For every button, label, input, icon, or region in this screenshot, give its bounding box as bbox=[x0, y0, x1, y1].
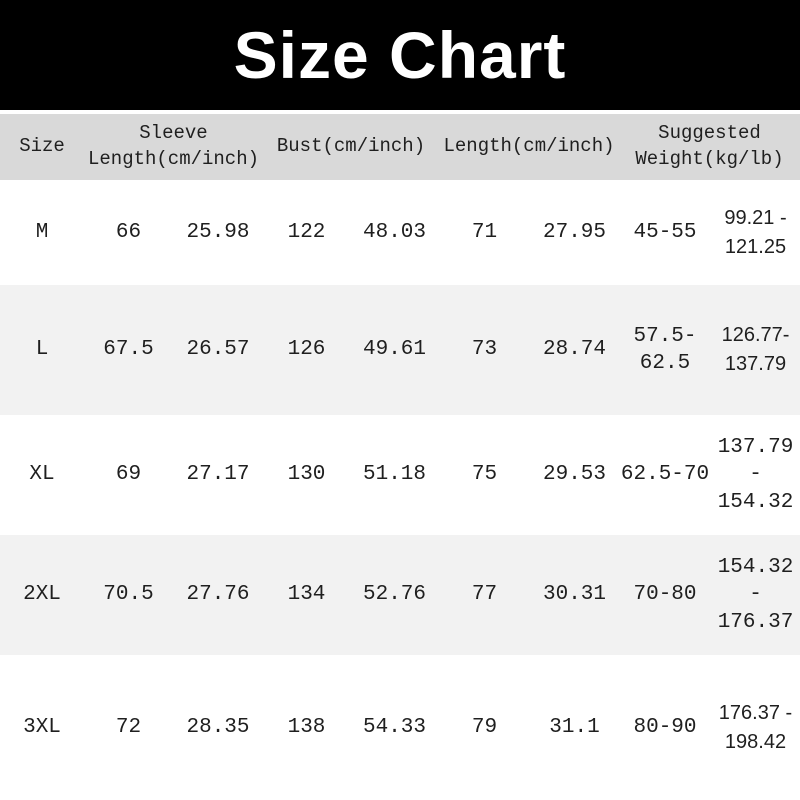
cell-sleeve-inch: 27.76 bbox=[186, 583, 250, 607]
page-title: Size Chart bbox=[233, 18, 567, 92]
cell-length-inch: 28.74 bbox=[542, 338, 606, 362]
cell-length-cm: 79 bbox=[471, 715, 498, 739]
cell-weight-kg: 45-55 bbox=[633, 220, 697, 244]
cell-weight-lb: 99.21 - 121.25 bbox=[724, 206, 787, 258]
cell-sleeve-inch: 25.98 bbox=[186, 220, 250, 244]
cell-length-inch: 29.53 bbox=[542, 463, 606, 487]
table-header-row: Size Sleeve Length(cm/inch) Bust(cm/inch… bbox=[0, 114, 800, 180]
cell-weight-kg: 57.5- 62.5 bbox=[633, 324, 697, 375]
column-header-size: Size bbox=[19, 135, 65, 158]
column-header-suggested-weight: Suggested Weight(kg/lb) bbox=[635, 122, 784, 170]
table-row: M 66 25.98 122 48.03 71 27.95 45-55 99.21 - 121.… bbox=[0, 180, 800, 285]
cell-length-cm: 77 bbox=[471, 583, 498, 607]
cell-size: L bbox=[35, 338, 49, 362]
cell-bust-inch: 51.18 bbox=[362, 463, 426, 487]
cell-sleeve-cm: 70.5 bbox=[103, 583, 154, 607]
title-banner: Size Chart bbox=[0, 0, 800, 110]
cell-weight-kg: 70-80 bbox=[633, 583, 697, 607]
column-header-sleeve-length: Sleeve Length(cm/inch) bbox=[87, 122, 260, 170]
cell-weight-lb: 154.32 - 176.37 bbox=[717, 556, 794, 634]
cell-weight-lb: 176.37 - 198.42 bbox=[718, 701, 793, 753]
table-row: L 67.5 26.57 126 49.61 73 28.74 57.5- 62.5 126.7… bbox=[0, 285, 800, 415]
size-table: Size Sleeve Length(cm/inch) Bust(cm/inch… bbox=[0, 114, 800, 800]
cell-bust-cm: 134 bbox=[287, 583, 326, 607]
cell-sleeve-inch: 28.35 bbox=[186, 715, 250, 739]
banner-divider bbox=[0, 110, 800, 114]
cell-weight-lb: 126.77- 137.79 bbox=[721, 324, 790, 375]
cell-length-cm: 71 bbox=[471, 220, 498, 244]
cell-sleeve-cm: 69 bbox=[115, 463, 142, 487]
column-header-bust: Bust(cm/inch) bbox=[276, 135, 426, 158]
cell-bust-cm: 126 bbox=[287, 338, 326, 362]
cell-bust-cm: 138 bbox=[287, 715, 326, 739]
cell-length-cm: 73 bbox=[471, 338, 498, 362]
cell-size: XL bbox=[29, 463, 55, 487]
cell-sleeve-inch: 27.17 bbox=[186, 463, 250, 487]
cell-weight-lb: 137.79 - 154.32 bbox=[717, 436, 794, 514]
cell-sleeve-cm: 67.5 bbox=[103, 338, 154, 362]
cell-length-inch: 27.95 bbox=[542, 220, 606, 244]
cell-bust-cm: 130 bbox=[287, 463, 326, 487]
table-row: 3XL 72 28.35 138 54.33 79 31.1 80-90 176.37 - 19… bbox=[0, 655, 800, 800]
table-row: 2XL 70.5 27.76 134 52.76 77 30.31 70-80 154.32 -… bbox=[0, 535, 800, 655]
column-header-length: Length(cm/inch) bbox=[443, 135, 615, 158]
cell-sleeve-cm: 66 bbox=[115, 220, 142, 244]
cell-bust-cm: 122 bbox=[287, 220, 326, 244]
cell-weight-kg: 62.5-70 bbox=[620, 463, 710, 487]
table-row: XL 69 27.17 130 51.18 75 29.53 62.5-70 137.79 - … bbox=[0, 415, 800, 535]
cell-size: M bbox=[35, 220, 49, 244]
cell-bust-inch: 54.33 bbox=[362, 715, 426, 739]
cell-size: 2XL bbox=[23, 583, 61, 607]
cell-size: 3XL bbox=[23, 715, 61, 739]
cell-length-cm: 75 bbox=[471, 463, 498, 487]
cell-bust-inch: 52.76 bbox=[362, 583, 426, 607]
cell-sleeve-inch: 26.57 bbox=[186, 338, 250, 362]
cell-bust-inch: 49.61 bbox=[362, 338, 426, 362]
cell-bust-inch: 48.03 bbox=[362, 220, 426, 244]
cell-length-inch: 31.1 bbox=[549, 715, 600, 739]
cell-sleeve-cm: 72 bbox=[115, 715, 142, 739]
table-body: M 66 25.98 122 48.03 71 27.95 45-55 99.21 - 121.… bbox=[0, 180, 800, 800]
cell-length-inch: 30.31 bbox=[542, 583, 606, 607]
cell-weight-kg: 80-90 bbox=[633, 715, 697, 739]
